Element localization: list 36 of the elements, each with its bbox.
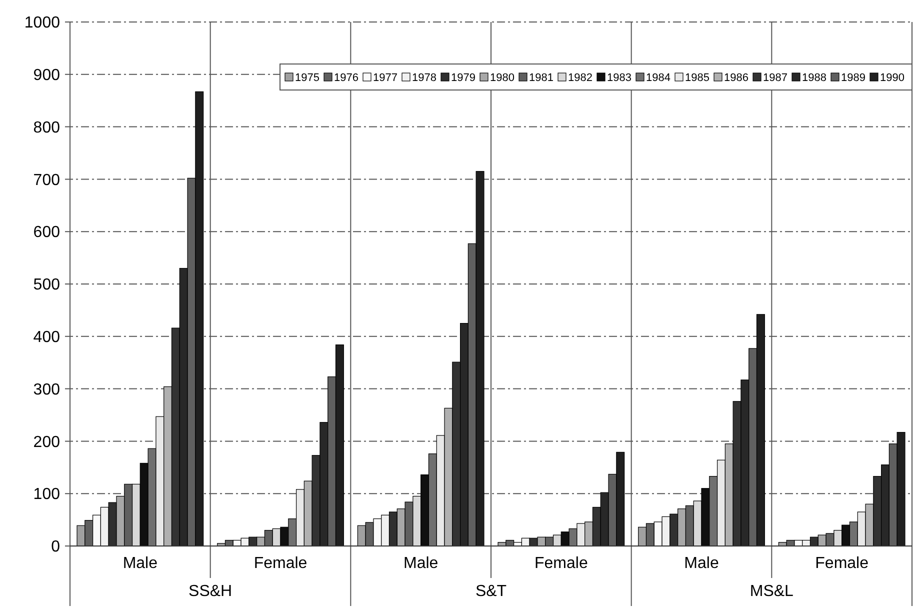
text: S&T xyxy=(475,583,507,600)
y-tick-label: 900 xyxy=(33,67,60,84)
legend-label: 1987 xyxy=(763,72,788,84)
y-tick-label: 200 xyxy=(33,434,60,451)
x-tick-label: Female xyxy=(254,555,308,572)
x-tick-label: Female xyxy=(534,555,588,572)
y-tick-label: 600 xyxy=(33,224,60,242)
y-tick-label: 400 xyxy=(33,329,60,346)
legend-label: 1984 xyxy=(646,72,670,84)
legend-label: 1975 xyxy=(295,72,320,84)
y-tick-label: 0 xyxy=(51,538,60,556)
legend-label: 1976 xyxy=(334,72,358,84)
legend-label: 1985 xyxy=(685,72,710,84)
legend-label: 1979 xyxy=(451,72,476,84)
legend-label: 1983 xyxy=(607,72,632,84)
legend-label: 1990 xyxy=(880,72,904,84)
legend-label: 1982 xyxy=(568,72,592,84)
y-tick-label: 100 xyxy=(33,486,60,504)
legend-label: 1988 xyxy=(802,72,826,84)
y-tick-label: 700 xyxy=(33,172,60,189)
x-tick-label: Male xyxy=(122,555,158,572)
x-tick-label: Male xyxy=(403,555,438,572)
legend-label: 1989 xyxy=(841,72,866,84)
x-tick-label: Male xyxy=(684,555,719,572)
legend-label: 1977 xyxy=(373,72,398,84)
y-tick-label: 1000 xyxy=(24,14,60,32)
text: MS&L xyxy=(750,583,794,600)
text: SS&H xyxy=(188,583,232,600)
legend-label: 1981 xyxy=(529,72,554,84)
legend-label: 1980 xyxy=(490,72,514,84)
y-tick-label: 800 xyxy=(33,119,60,136)
y-tick-label: 300 xyxy=(33,381,60,398)
x-tick-label: Female xyxy=(815,555,869,572)
legend-label: 1986 xyxy=(724,72,748,84)
legend-label: 1978 xyxy=(412,72,436,84)
y-tick-label: 500 xyxy=(33,276,60,294)
